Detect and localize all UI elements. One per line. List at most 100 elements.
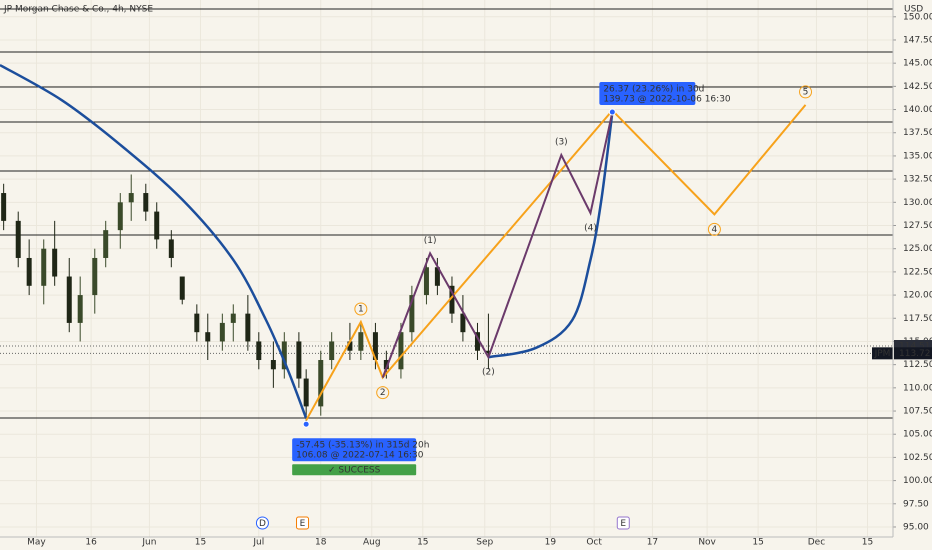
grid <box>0 0 896 537</box>
wave-label-circle <box>354 302 368 316</box>
y-tick-label: 122.50 <box>903 267 932 277</box>
measure-point <box>608 108 616 116</box>
x-tick-label: Oct <box>586 538 602 548</box>
candle-body <box>66 276 72 323</box>
event-marker <box>296 516 310 530</box>
symbol-tag <box>872 347 893 360</box>
candle-body <box>219 322 225 342</box>
y-tick-label: 105.00 <box>903 430 932 440</box>
candle-body <box>398 332 404 370</box>
candle-body <box>474 332 480 351</box>
y-tick-label: 107.50 <box>903 407 932 417</box>
x-tick-label: 15 <box>862 538 873 548</box>
wave-label-circle <box>799 85 813 99</box>
measure-box <box>599 82 696 106</box>
y-tick-label: 110.00 <box>903 383 932 393</box>
candle-body <box>329 341 335 361</box>
candle-body <box>230 313 236 323</box>
x-tick-label: Dec <box>808 538 825 548</box>
event-label: E <box>300 519 306 529</box>
y-tick-label: 127.50 <box>903 221 932 231</box>
event-label: D <box>259 519 266 529</box>
x-tick-label: Jun <box>141 538 156 548</box>
candle-body <box>318 360 324 407</box>
candle-body <box>281 341 287 370</box>
y-tick-label: 132.50 <box>903 175 932 185</box>
y-tick-label: 150.00 <box>903 12 932 22</box>
candle-body <box>205 332 211 342</box>
candle-body <box>1 193 7 221</box>
x-tick-label: 15 <box>195 538 206 548</box>
x-tick-label: Sep <box>476 538 493 548</box>
status-text: ✓ SUCCESS <box>328 466 381 476</box>
candle-body <box>383 360 389 370</box>
candle-body <box>460 313 466 333</box>
candle-body <box>154 211 160 240</box>
y-tick-label: 142.50 <box>903 82 932 92</box>
y-tick-label: 120.00 <box>903 291 932 301</box>
wave-line <box>305 104 807 421</box>
price-tag-label: 114.51 <box>899 342 931 352</box>
x-tick-label: 17 <box>647 538 658 548</box>
candle-body <box>128 193 134 203</box>
candle-body <box>143 193 149 212</box>
candle-body <box>26 257 32 286</box>
x-tick-label: 18 <box>315 538 327 548</box>
candle-body <box>423 267 429 296</box>
wave-label: 4 <box>712 225 718 235</box>
candle-body <box>194 313 200 333</box>
wave-label-circle <box>376 386 390 400</box>
candle-body <box>449 285 455 314</box>
measure-subtext: 106.08 @ 2022-07-14 16:30 <box>296 451 424 461</box>
candle-body <box>485 350 491 354</box>
candle-body <box>372 332 378 361</box>
candle-body <box>117 202 123 231</box>
y-tick-label: 147.50 <box>903 35 932 45</box>
y-tick-label: 140.00 <box>903 105 932 115</box>
price-tag <box>894 347 932 360</box>
price-tag-label: 113.72 <box>899 349 931 359</box>
wave-label: 1 <box>358 304 364 314</box>
candle-body <box>92 257 98 296</box>
candle-body <box>358 332 364 351</box>
candle-body <box>15 220 21 258</box>
measure-text: -57.45 (-35.13%) in 315d 20h <box>296 441 429 451</box>
x-tick-label: 16 <box>85 538 97 548</box>
y-tick-label: 95.00 <box>903 522 929 532</box>
measure-point <box>302 420 310 428</box>
wave-label: (3) <box>555 138 568 148</box>
x-tick-label: Jul <box>252 538 264 548</box>
candle-body <box>168 239 174 258</box>
y-tick-label: 117.50 <box>903 314 932 324</box>
x-tick-label: 15 <box>417 538 428 548</box>
candle-body <box>409 295 415 333</box>
y-tick-label: 100.00 <box>903 476 932 486</box>
plot: 95.00 97.50 100.00 102.50 105.00 107.50 110.00… <box>0 8 932 548</box>
candle-body <box>245 313 251 342</box>
currency: USD <box>904 5 923 15</box>
wave-label: (2) <box>482 368 495 378</box>
candle-body <box>77 295 83 323</box>
curve-line <box>0 63 308 419</box>
candle-body <box>41 248 47 286</box>
x-tick-label: Aug <box>363 538 381 548</box>
wave-label: (1) <box>424 236 437 246</box>
x-tick-label: 19 <box>545 538 557 548</box>
candle-body <box>296 341 302 379</box>
candle-body <box>52 248 58 277</box>
measure-box <box>292 438 417 462</box>
wave-label: (4) <box>584 223 597 233</box>
candle-body <box>179 276 185 300</box>
wave-label: 2 <box>380 388 386 398</box>
wave-line <box>381 112 614 378</box>
x-tick-label: May <box>27 538 46 548</box>
wave-label: 5 <box>803 87 809 97</box>
y-tick-label: 102.50 <box>903 453 932 463</box>
event-marker <box>255 516 269 530</box>
y-tick-label: 112.50 <box>903 360 932 370</box>
y-tick-label: 130.00 <box>903 198 932 208</box>
y-tick-label: 125.00 <box>903 244 932 254</box>
candle-body <box>347 341 353 351</box>
y-tick-label: 135.00 <box>903 151 932 161</box>
